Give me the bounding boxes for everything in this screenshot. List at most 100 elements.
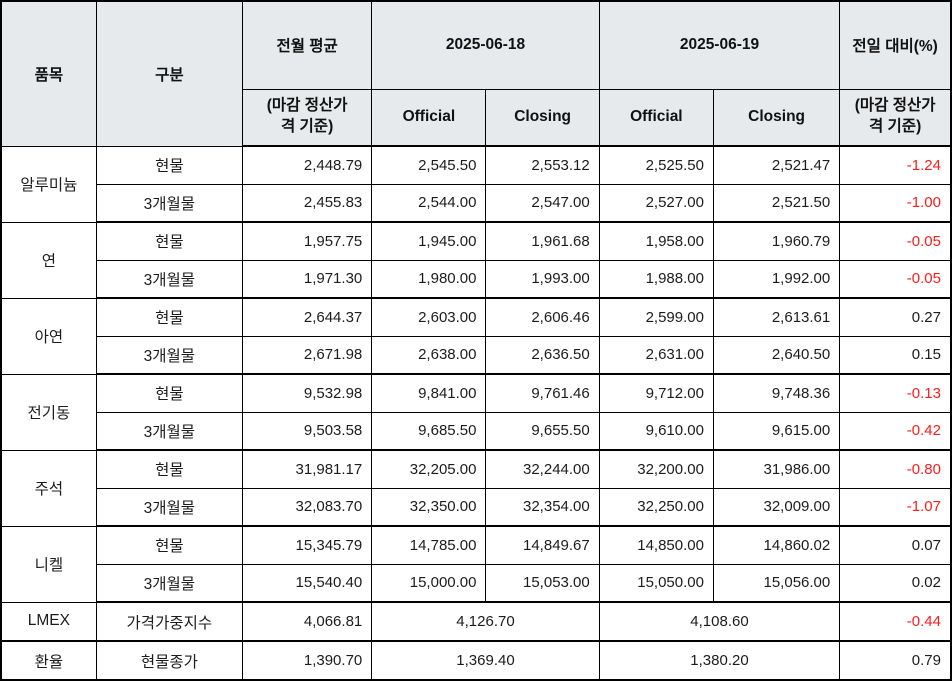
cell-closing-0619: 32,009.00 (712, 487, 841, 527)
header-category: 구분 (95, 0, 243, 147)
header-official-0619: Official (598, 88, 714, 147)
cell-category: 현물 (95, 449, 243, 489)
cell-category: 3개월물 (95, 335, 243, 375)
cell-closing-0619: 9,615.00 (712, 411, 841, 451)
cell-dod: 0.79 (839, 640, 952, 681)
cell-item: 연 (0, 221, 97, 299)
header-prev-avg: 전월 평균 (241, 0, 373, 90)
cell-category: 3개월물 (95, 487, 243, 527)
cell-official-0619: 2,525.50 (598, 145, 714, 185)
cell-category: 현물 (95, 373, 243, 413)
table-row: 3개월물 32,083.70 32,350.00 32,354.00 32,25… (1, 487, 952, 527)
cell-official-0619: 32,200.00 (598, 449, 714, 489)
cell-closing-0618: 32,354.00 (485, 487, 600, 527)
cell-category: 현물 (95, 145, 243, 185)
cell-official-0619: 15,050.00 (598, 563, 714, 603)
cell-closing-0619: 2,521.47 (712, 145, 841, 185)
cell-dod: 0.07 (839, 525, 952, 565)
cell-dod: -0.42 (839, 411, 952, 451)
cell-prev-avg: 1,971.30 (241, 259, 373, 299)
cell-dod: -0.13 (839, 373, 952, 413)
cell-closing-0618: 1,961.68 (485, 221, 600, 261)
cell-dod: -1.07 (839, 487, 952, 527)
cell-dod: -1.00 (839, 183, 952, 223)
dod-sub-line2: 격 기준) (868, 118, 922, 136)
cell-item: LMEX (0, 601, 97, 642)
cell-dod: -0.80 (839, 449, 952, 489)
table-row: 환율 현물종가 1,390.70 1,369.40 1,380.20 0.79 (0, 640, 952, 681)
cell-closing-0619: 2,613.61 (712, 297, 841, 337)
cell-official-0619: 1,988.00 (598, 259, 714, 299)
cell-closing-0619: 1,992.00 (712, 259, 841, 299)
cell-official-0618: 2,545.50 (371, 145, 487, 185)
table-row: 3개월물 9,503.58 9,685.50 9,655.50 9,610.00… (1, 411, 952, 451)
cell-category: 3개월물 (95, 259, 243, 299)
cell-value-0619: 1,380.20 (598, 640, 841, 681)
header-closing-0619: Closing (712, 88, 841, 147)
table-row: 알루미늄 현물 2,448.79 2,545.50 2,553.12 2,525… (0, 145, 952, 223)
table-row: 전기동 현물 9,532.98 9,841.00 9,761.46 9,712.… (0, 373, 952, 451)
cell-official-0618: 2,603.00 (371, 297, 487, 337)
cell-official-0618: 32,205.00 (371, 449, 487, 489)
cell-value-0618: 4,126.70 (371, 601, 600, 642)
cell-official-0619: 14,850.00 (598, 525, 714, 565)
table-row: 3개월물 1,971.30 1,980.00 1,993.00 1,988.00… (1, 259, 952, 299)
cell-prev-avg: 9,532.98 (241, 373, 373, 413)
table-row: LMEX 가격가중지수 4,066.81 4,126.70 4,108.60 -… (0, 601, 952, 642)
cell-closing-0618: 32,244.00 (485, 449, 600, 489)
cell-official-0619: 9,610.00 (598, 411, 714, 451)
header-row-2: (마감 정산가 격 기준) Official Closing Official … (1, 88, 952, 147)
cell-official-0619: 32,250.00 (598, 487, 714, 527)
cell-prev-avg: 4,066.81 (241, 601, 373, 642)
cell-category: 현물 (95, 525, 243, 565)
cell-item: 알루미늄 (0, 145, 97, 223)
prev-avg-sub-line2: 격 기준) (280, 118, 334, 136)
header-row-1: 품목 구분 전월 평균 2025-06-18 2025-06-19 전일 대비(… (0, 0, 952, 147)
cell-prev-avg: 1,957.75 (241, 221, 373, 261)
cell-category: 3개월물 (95, 563, 243, 603)
cell-prev-avg: 9,503.58 (241, 411, 373, 451)
table-row: 연 현물 1,957.75 1,945.00 1,961.68 1,958.00… (0, 221, 952, 299)
cell-official-0618: 9,841.00 (371, 373, 487, 413)
cell-category: 가격가중지수 (95, 601, 243, 642)
cell-prev-avg: 31,981.17 (241, 449, 373, 489)
table-row: 아연 현물 2,644.37 2,603.00 2,606.46 2,599.0… (0, 297, 952, 375)
cell-closing-0618: 2,636.50 (485, 335, 600, 375)
cell-closing-0619: 15,056.00 (712, 563, 841, 603)
header-date-0619: 2025-06-19 (598, 0, 841, 90)
cell-item: 환율 (0, 640, 97, 681)
cell-closing-0619: 2,521.50 (712, 183, 841, 223)
cell-closing-0619: 14,860.02 (712, 525, 841, 565)
cell-closing-0618: 9,761.46 (485, 373, 600, 413)
cell-closing-0618: 2,553.12 (485, 145, 600, 185)
cell-item: 전기동 (0, 373, 97, 451)
cell-item: 주석 (0, 449, 97, 527)
cell-official-0618: 9,685.50 (371, 411, 487, 451)
cell-official-0619: 9,712.00 (598, 373, 714, 413)
cell-category: 현물 (95, 221, 243, 261)
cell-closing-0618: 14,849.67 (485, 525, 600, 565)
cell-official-0618: 32,350.00 (371, 487, 487, 527)
cell-dod: 0.02 (839, 563, 952, 603)
cell-prev-avg: 32,083.70 (241, 487, 373, 527)
cell-item: 니켈 (0, 525, 97, 603)
header-dod-sub: (마감 정산가 격 기준) (839, 88, 952, 147)
header-prev-avg-sub: (마감 정산가 격 기준) (241, 88, 373, 147)
cell-official-0619: 1,958.00 (598, 221, 714, 261)
cell-official-0618: 2,544.00 (371, 183, 487, 223)
cell-category: 현물종가 (95, 640, 243, 681)
cell-dod: 0.27 (839, 297, 952, 337)
cell-closing-0619: 1,960.79 (712, 221, 841, 261)
table-row: 주석 현물 31,981.17 32,205.00 32,244.00 32,2… (0, 449, 952, 527)
cell-official-0618: 15,000.00 (371, 563, 487, 603)
cell-category: 현물 (95, 297, 243, 337)
cell-official-0619: 2,527.00 (598, 183, 714, 223)
cell-prev-avg: 2,448.79 (241, 145, 373, 185)
table-row: 니켈 현물 15,345.79 14,785.00 14,849.67 14,8… (0, 525, 952, 603)
header-official-0618: Official (371, 88, 487, 147)
table-row: 3개월물 2,455.83 2,544.00 2,547.00 2,527.00… (1, 183, 952, 223)
cell-value-0618: 1,369.40 (371, 640, 600, 681)
cell-prev-avg: 15,345.79 (241, 525, 373, 565)
cell-prev-avg: 15,540.40 (241, 563, 373, 603)
cell-closing-0619: 31,986.00 (712, 449, 841, 489)
